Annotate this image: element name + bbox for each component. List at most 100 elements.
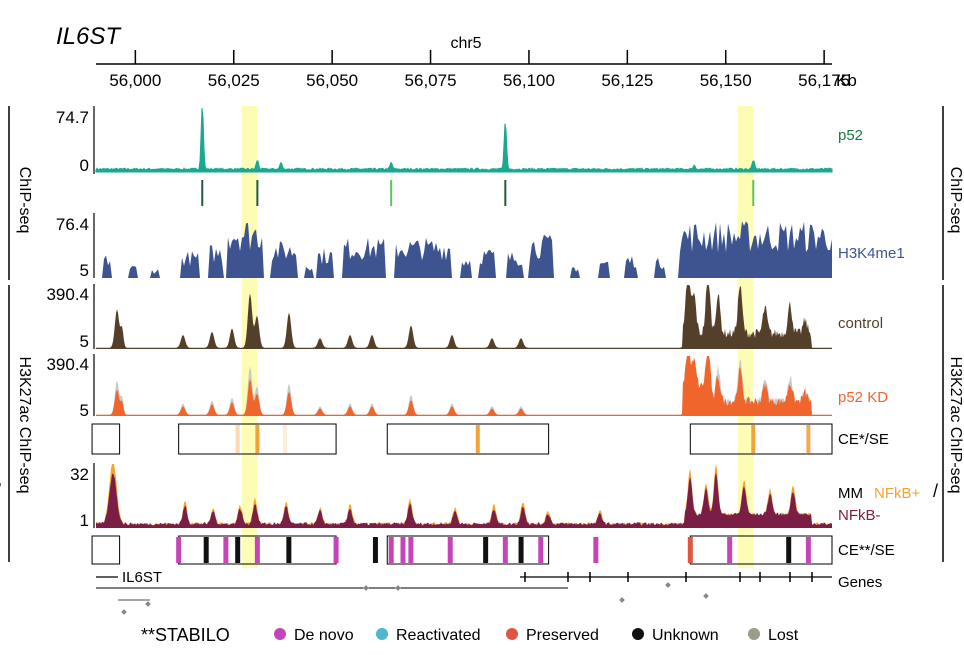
- legend-swatch-de-novo: [274, 628, 286, 640]
- ce-se-region-box: [689, 423, 833, 455]
- ce-se-element-bar: [806, 425, 811, 453]
- p52kd-min: 5: [80, 401, 89, 420]
- track-genes: IL6ST Genes: [96, 569, 882, 615]
- ce-se-element-bar: [751, 425, 756, 453]
- ce-se-element-bar: [255, 425, 260, 453]
- ce2-se-element-bar-purple: [254, 537, 260, 563]
- gene-fragment-mark: [395, 585, 401, 591]
- il6st-gene-label: IL6ST: [122, 569, 162, 586]
- gene-fragment-mark: [665, 582, 671, 588]
- ce2-se-element-bar-black: [203, 537, 209, 563]
- axis-tick-label: 56,050: [306, 71, 358, 90]
- ce2-se-element-bar-purple: [727, 537, 733, 563]
- track-ce-se: CE*/SE: [91, 423, 889, 455]
- right-h3k27-label: H3K27ac ChIP-seq: [947, 357, 964, 494]
- left-chip-label: ChIP-seq: [16, 167, 33, 234]
- track-p52kd: 390.4 5 p52 KD: [46, 354, 888, 420]
- legend-label: Reactivated: [396, 627, 481, 644]
- mm-max: 32: [70, 465, 89, 484]
- gene-title: IL6ST: [56, 23, 122, 50]
- control-label: control: [838, 315, 883, 332]
- axis-tick-label: 56,175: [798, 71, 850, 90]
- h3k4me1-label: H3K4me1: [838, 245, 905, 262]
- ce2-se-element-bar-purple: [333, 537, 339, 563]
- track-mm-nfkb: 32 1 MM NFkB+ NFkB-: [70, 463, 921, 530]
- ce2-se-element-bar-purple: [388, 537, 394, 563]
- nfkb-plus-label: NFkB+: [874, 485, 921, 502]
- control-max: 390.4: [46, 285, 89, 304]
- genomic-axis: Kb 56,000 56,025 56,050 56,075 56,100 56,125 5…: [96, 50, 857, 90]
- axis-unit: Kb: [836, 71, 857, 90]
- side-brackets: / /: [0, 106, 944, 562]
- track-h3k4me1: 76.4 5 H3K4me1: [56, 213, 905, 280]
- gene-fragment-mark: [145, 601, 151, 607]
- ce-se-element-bar: [235, 425, 240, 453]
- ce2-se-element-bar-purple: [502, 537, 508, 563]
- gene-fragment-mark: [121, 609, 127, 615]
- h3k4me1-signal: [96, 221, 832, 278]
- legend-label: Preserved: [526, 627, 599, 644]
- ce2-se-element-bar-purple: [447, 537, 453, 563]
- mm-min: 1: [80, 511, 89, 530]
- ce2-se-element-bar-black: [235, 537, 241, 563]
- ce-se-element-bar: [475, 425, 480, 453]
- ce2-se-element-bar-purple: [176, 537, 182, 563]
- ce-se-label: CE*/SE: [838, 431, 889, 448]
- ce2-se-element-bar-purple: [805, 537, 811, 563]
- right-slash: /: [933, 481, 938, 501]
- nfkb-minus-label: NFkB-: [838, 507, 881, 524]
- chromosome-label: chr5: [450, 35, 481, 52]
- track-control: 390.4 5 control: [46, 284, 883, 351]
- legend-label: De novo: [294, 627, 354, 644]
- gene-fragment-mark: [363, 585, 369, 591]
- mm-nfkb-minus-signal: [96, 472, 832, 528]
- p52-min: 0: [80, 156, 89, 175]
- highlight-bands: [241, 106, 754, 568]
- control-min: 5: [80, 332, 89, 351]
- p52-label: p52: [838, 127, 863, 144]
- ce2-se-label: CE**/SE: [838, 542, 895, 559]
- ce2-se-element-bar-red: [687, 537, 693, 563]
- axis-tick-label: 56,125: [601, 71, 653, 90]
- ce-se-region-box: [178, 423, 337, 455]
- ce2-se-element-bar-purple: [408, 537, 414, 563]
- p52-peak-marks: [201, 180, 755, 206]
- ce2-se-element-bar-purple: [400, 537, 406, 563]
- legend-title: **STABILO: [141, 625, 230, 645]
- ce2-se-element-bar-purple: [593, 537, 599, 563]
- legend-swatch-unknown: [632, 628, 644, 640]
- ce2-se-region-box: [386, 535, 550, 565]
- p52kd-max: 390.4: [46, 355, 89, 374]
- track-ce2-se: CE**/SE: [91, 535, 895, 565]
- ce-se-element-bar: [282, 425, 287, 453]
- legend-swatch-reactivated: [376, 628, 388, 640]
- axis-tick-label: 56,000: [109, 71, 161, 90]
- legend-swatch-lost: [748, 628, 760, 640]
- axis-tick-label: 56,075: [405, 71, 457, 90]
- gene-fragment-mark: [703, 593, 709, 599]
- p52kd-label: p52 KD: [838, 389, 888, 406]
- legend-label: Unknown: [652, 627, 719, 644]
- legend-swatch-preserved: [506, 628, 518, 640]
- ce2-se-element-bar-black: [286, 537, 292, 563]
- ce-se-region-box: [91, 423, 121, 455]
- gene-fragment-mark: [619, 597, 625, 603]
- ce2-se-element-bar-black: [518, 537, 524, 563]
- left-h3k27-label: H3K27ac ChIP-seq: [16, 357, 33, 494]
- legend-label: Lost: [768, 627, 799, 644]
- mm-label: MM: [838, 485, 863, 502]
- axis-tick-label: 56,150: [700, 71, 752, 90]
- h3k4me1-max: 76.4: [56, 215, 89, 234]
- ce2-se-element-bar-black: [483, 537, 489, 563]
- p52-signal: [95, 107, 833, 173]
- right-chip-label: ChIP-seq: [947, 167, 964, 234]
- control-signal: [96, 285, 832, 349]
- axis-tick-label: 56,100: [503, 71, 555, 90]
- ce2-se-element-bar-black: [372, 537, 378, 563]
- genes-label: Genes: [838, 574, 882, 591]
- ce2-se-element-bar-purple: [223, 537, 229, 563]
- ce2-se-element-bar-purple: [538, 537, 544, 563]
- left-slash: /: [0, 481, 1, 501]
- ce2-se-region-box: [91, 535, 121, 565]
